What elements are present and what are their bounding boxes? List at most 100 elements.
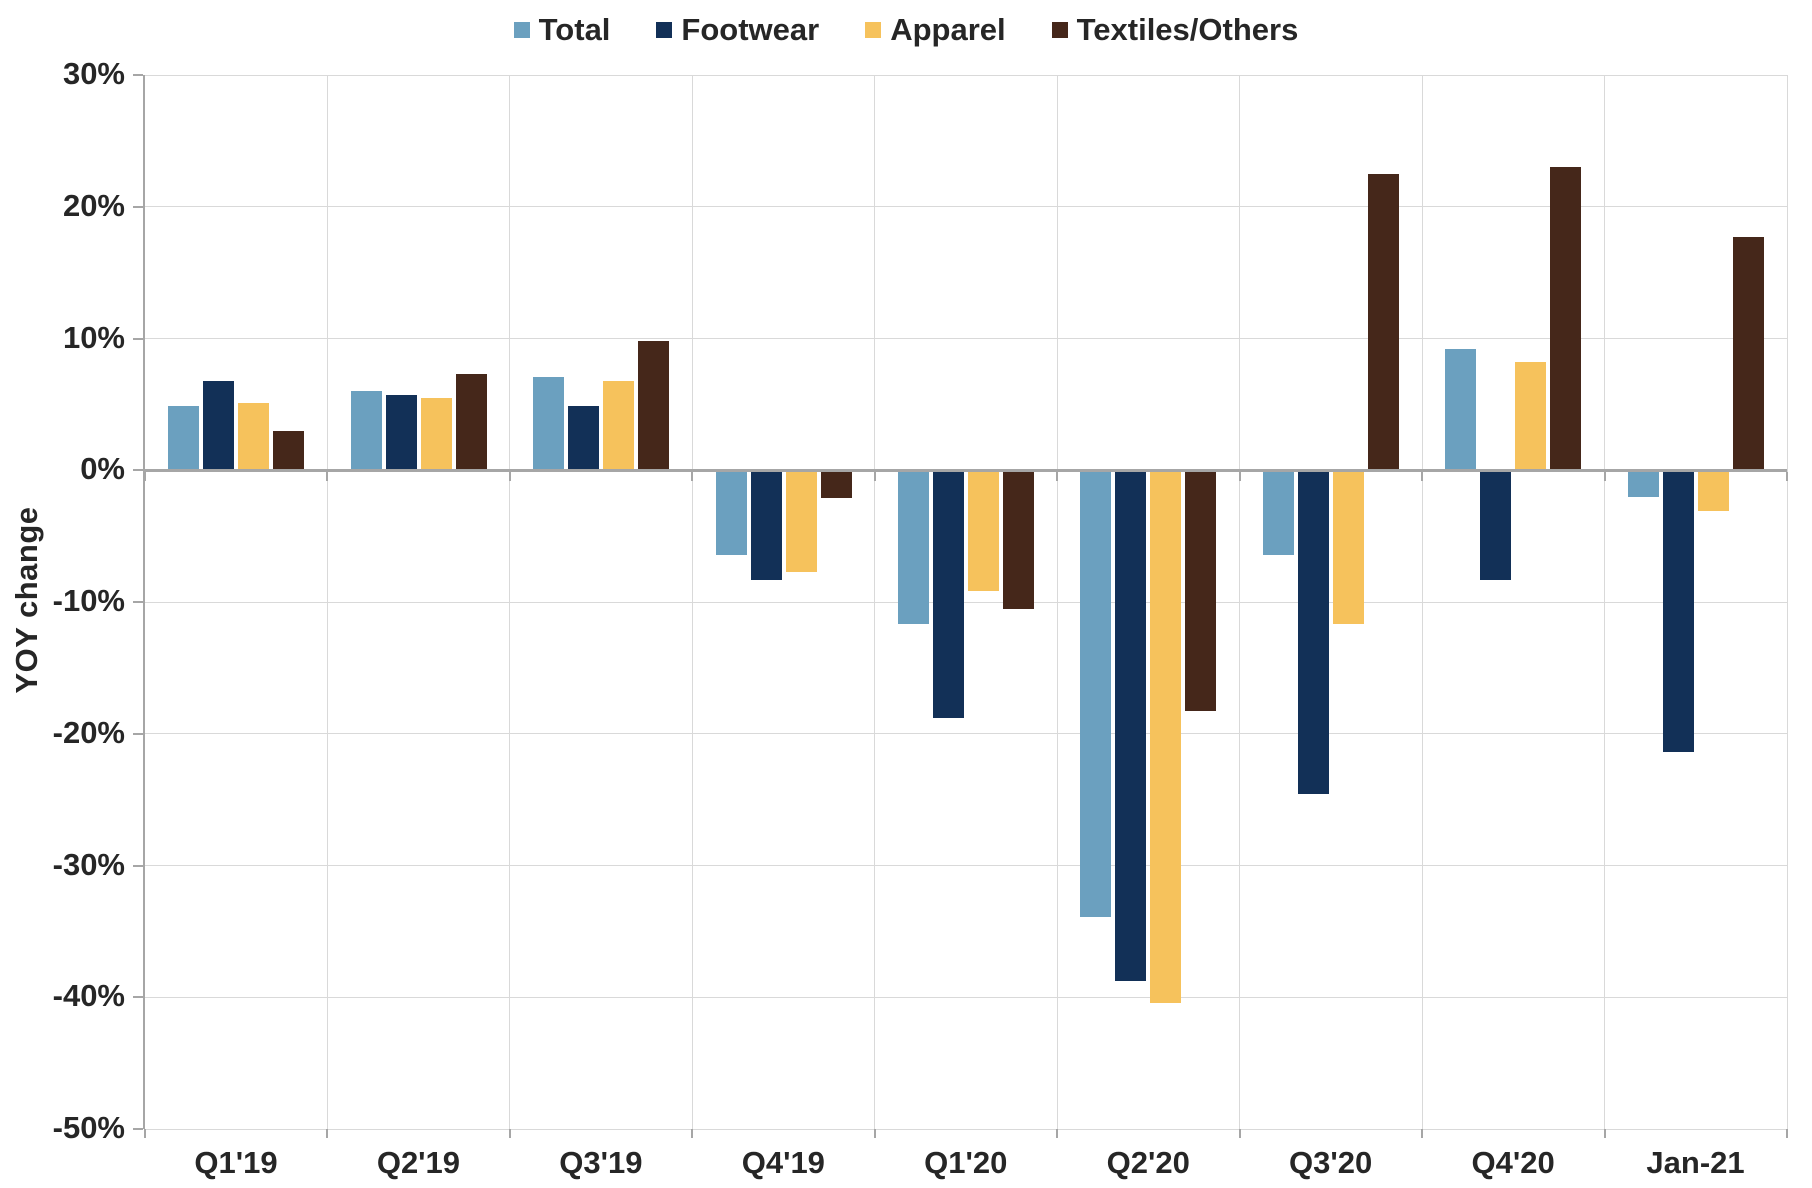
- h-gridline: [145, 74, 1787, 76]
- y-axis-tick: [133, 205, 143, 208]
- bar-apparel-q1-20: [968, 470, 999, 592]
- bar-footwear-q1-20: [933, 470, 964, 718]
- x-axis-tick: [1421, 471, 1424, 481]
- bar-textiles-others-q2-19: [455, 374, 487, 471]
- x-axis-tick: [144, 471, 146, 481]
- legend-swatch-textiles-others: [1051, 22, 1068, 38]
- v-gridline: [691, 75, 693, 1129]
- x-axis-tick: [1603, 1129, 1606, 1138]
- x-axis-tick: [873, 471, 876, 481]
- y-tick-label: 0%: [80, 451, 125, 487]
- bar-apparel-jan-21: [1697, 470, 1729, 512]
- legend-swatch-footwear: [656, 22, 673, 38]
- x-axis-tick: [1056, 471, 1059, 481]
- legend-item-apparel: Apparel: [865, 12, 1006, 48]
- v-gridline: [326, 75, 328, 1129]
- x-axis-tick: [1786, 1129, 1788, 1138]
- y-tick-label: 30%: [62, 56, 125, 91]
- legend-label-apparel: Apparel: [890, 12, 1006, 47]
- x-axis-tick: [873, 1129, 876, 1138]
- x-category-label: Q3'19: [559, 1145, 643, 1180]
- bar-total-q1-19: [168, 405, 200, 471]
- y-tick-label: -40%: [52, 978, 125, 1014]
- y-axis-line: [143, 75, 145, 1129]
- v-gridline: [874, 75, 876, 1129]
- bar-apparel-q2-19: [420, 397, 452, 471]
- bar-total-q4-19: [715, 470, 747, 555]
- y-axis-tick: [133, 337, 143, 340]
- y-axis-tick: [133, 996, 143, 999]
- x-axis-tick: [691, 1129, 694, 1138]
- legend-label-textiles-others: Textiles/Others: [1076, 12, 1299, 47]
- x-category-label: Q4'20: [1471, 1145, 1555, 1180]
- x-axis-tick: [1056, 1129, 1059, 1138]
- y-axis-tick: [133, 74, 143, 76]
- y-tick-label: 10%: [62, 319, 125, 355]
- bar-footwear-q4-20: [1480, 470, 1512, 580]
- y-axis-tick: [133, 1128, 143, 1130]
- y-tick-label: -50%: [52, 1110, 125, 1145]
- x-axis-tick: [508, 471, 511, 481]
- y-tick-label: 20%: [62, 187, 125, 223]
- y-tick-label: -20%: [52, 714, 125, 750]
- bar-total-jan-21: [1627, 470, 1659, 497]
- bar-textiles-others-q3-20: [1367, 173, 1399, 471]
- h-gridline: [145, 1128, 1787, 1130]
- legend-label-footwear: Footwear: [681, 12, 820, 47]
- bar-apparel-q3-20: [1332, 470, 1364, 625]
- x-axis-tick: [1238, 1129, 1241, 1138]
- bar-textiles-others-q2-20: [1185, 470, 1217, 712]
- bar-total-q2-20: [1080, 470, 1112, 917]
- bar-footwear-q2-20: [1115, 470, 1147, 982]
- legend-label-total: Total: [538, 12, 611, 47]
- h-gridline: [145, 865, 1787, 866]
- bar-textiles-others-jan-21: [1732, 237, 1764, 471]
- h-gridline: [145, 733, 1787, 735]
- v-gridline: [1786, 75, 1788, 1129]
- legend-swatch-total: [513, 22, 530, 38]
- bar-footwear-jan-21: [1662, 470, 1694, 753]
- x-category-label: Q3'20: [1289, 1145, 1373, 1180]
- bar-apparel-q3-19: [603, 380, 635, 471]
- x-category-label: Jan-21: [1646, 1145, 1745, 1180]
- bar-textiles-others-q1-19: [273, 430, 305, 471]
- bar-total-q3-20: [1262, 470, 1294, 555]
- zero-axis-line: [145, 469, 1787, 473]
- bar-textiles-others-q4-20: [1550, 167, 1582, 471]
- y-axis-tick: [133, 469, 143, 472]
- chart-legend: Total Footwear Apparel Textiles/Others: [0, 12, 1812, 48]
- x-axis-tick: [1421, 1129, 1424, 1138]
- x-axis-tick: [144, 1129, 146, 1138]
- bar-footwear-q3-19: [568, 405, 600, 471]
- bar-apparel-q1-19: [238, 403, 270, 471]
- bar-footwear-q4-19: [750, 470, 782, 580]
- bar-total-q1-20: [898, 470, 929, 625]
- v-gridline: [1056, 75, 1058, 1129]
- x-axis-tick: [326, 471, 329, 481]
- y-tick-label: -30%: [52, 846, 125, 882]
- x-axis-tick: [1238, 471, 1241, 481]
- y-tick-label: -10%: [52, 583, 125, 618]
- x-category-label: Q1'19: [194, 1145, 278, 1180]
- x-category-label: Q4'19: [741, 1145, 825, 1180]
- bar-apparel-q4-20: [1515, 362, 1547, 471]
- bar-footwear-q2-19: [385, 395, 417, 471]
- x-axis-tick: [508, 1129, 511, 1138]
- legend-swatch-apparel: [865, 22, 882, 38]
- v-gridline: [1604, 75, 1606, 1129]
- x-category-label: Q2'19: [376, 1145, 461, 1180]
- h-gridline: [145, 996, 1787, 998]
- v-gridline: [1239, 75, 1241, 1129]
- v-gridline: [509, 75, 511, 1129]
- bar-textiles-others-q1-20: [1003, 470, 1034, 609]
- x-axis-tick: [1786, 471, 1788, 481]
- bar-total-q3-19: [533, 376, 565, 471]
- x-category-label: Q2'20: [1106, 1145, 1190, 1180]
- y-axis-tick: [133, 601, 143, 603]
- legend-item-textiles-others: Textiles/Others: [1051, 12, 1299, 48]
- y-axis-tick: [133, 732, 143, 735]
- bar-total-q2-19: [350, 391, 382, 471]
- h-gridline: [145, 601, 1787, 603]
- h-gridline: [145, 206, 1787, 208]
